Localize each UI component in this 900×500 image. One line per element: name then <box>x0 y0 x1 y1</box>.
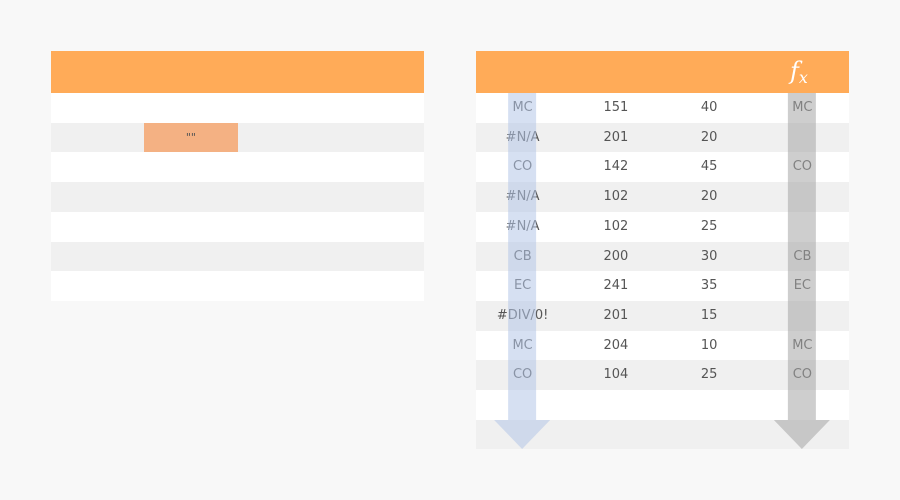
fx-function-icon: fx <box>790 57 808 87</box>
table-cell[interactable]: 204 <box>603 337 629 353</box>
table-row: #N/A10225 <box>476 211 849 242</box>
left-table-row <box>51 182 424 212</box>
table-cell[interactable]: 40 <box>700 100 718 115</box>
left-table-row <box>51 122 424 153</box>
highlighted-empty-string-cell[interactable]: "" <box>144 122 238 153</box>
left-table-row <box>51 152 424 183</box>
table-cell[interactable]: 10 <box>700 337 718 353</box>
table-cell[interactable]: 201 <box>603 129 629 145</box>
table-cell[interactable]: 201 <box>603 307 629 323</box>
table-cell[interactable]: 104 <box>603 367 629 383</box>
table-row <box>476 390 849 420</box>
down-arrow-gray-icon <box>773 93 830 449</box>
left-table: "" <box>51 51 424 301</box>
table-cell[interactable]: 30 <box>700 248 718 264</box>
table-cell[interactable]: 35 <box>700 278 718 294</box>
table-row: #N/A10220 <box>476 182 849 212</box>
table-cell[interactable]: 142 <box>603 159 629 175</box>
right-table-header: fx <box>476 51 849 93</box>
table-cell[interactable]: 20 <box>700 189 718 205</box>
table-cell[interactable]: 25 <box>700 367 718 383</box>
left-table-header <box>51 51 424 93</box>
table-cell[interactable]: 200 <box>603 248 629 264</box>
table-cell[interactable]: 45 <box>700 159 718 175</box>
table-cell[interactable]: 102 <box>603 189 629 205</box>
arrow-overlay <box>494 93 830 449</box>
table-cell[interactable]: 151 <box>603 100 629 115</box>
table-cell[interactable]: 20 <box>700 129 718 145</box>
left-table-row <box>51 271 424 301</box>
table-cell[interactable]: 15 <box>700 307 718 323</box>
left-table-row <box>51 241 424 272</box>
table-cell[interactable]: 241 <box>603 278 629 294</box>
table-cell[interactable]: 102 <box>603 218 629 234</box>
left-table-row <box>51 93 424 123</box>
table-cell[interactable]: 25 <box>700 218 718 234</box>
left-table-row <box>51 211 424 242</box>
right-table: fx MC15140MC#N/A20120CO14245CO#N/A10220#… <box>476 51 849 450</box>
down-arrow-blue-icon <box>494 93 551 449</box>
